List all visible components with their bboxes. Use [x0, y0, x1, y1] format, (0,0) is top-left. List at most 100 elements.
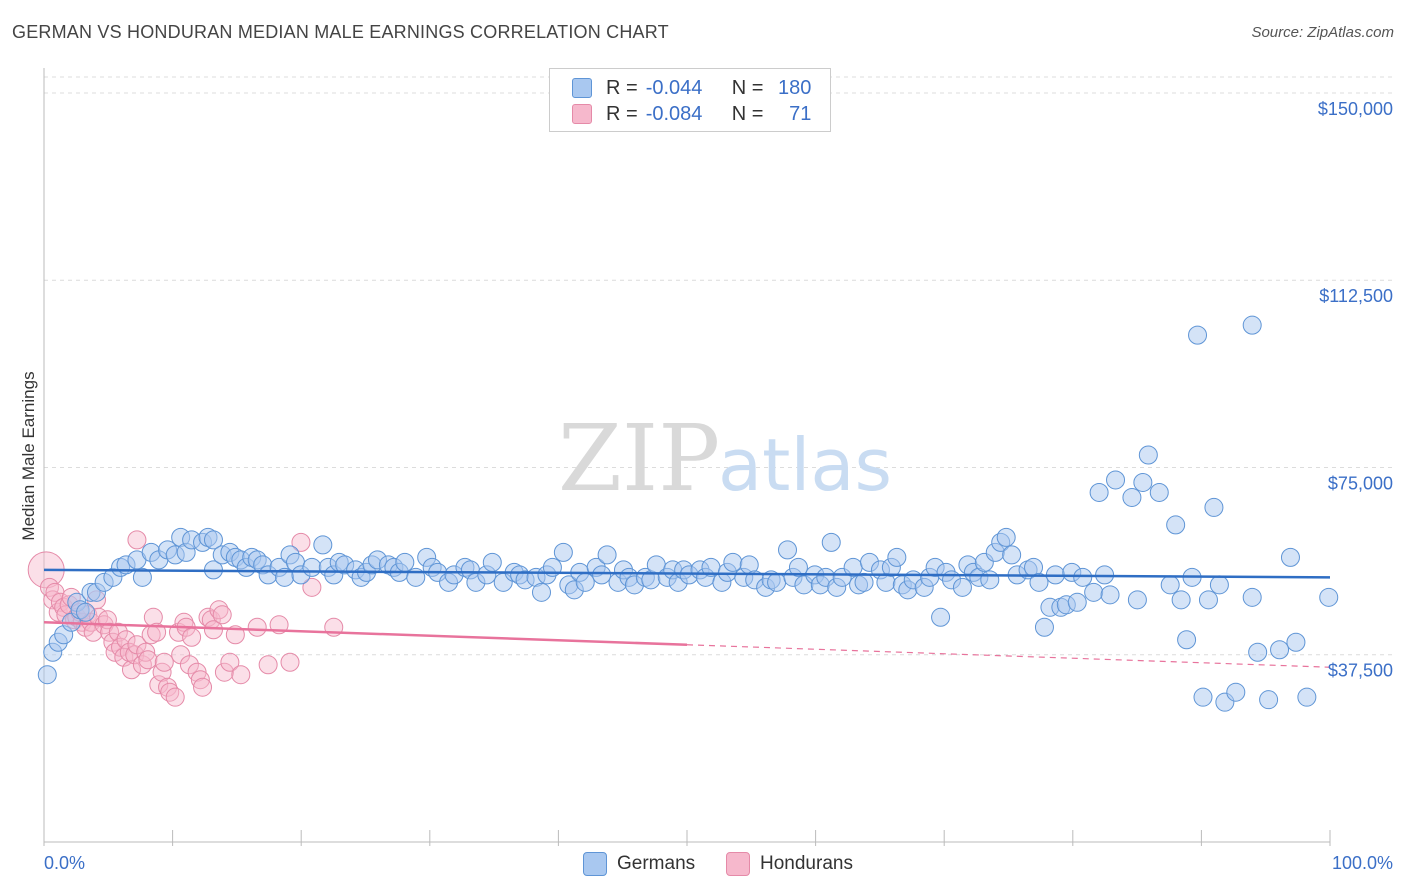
honduran-point — [160, 682, 180, 702]
german-point — [1280, 547, 1300, 567]
honduran-trend-line-dashed — [686, 644, 1331, 668]
honduran-point — [39, 577, 59, 597]
german-point — [1319, 587, 1339, 607]
german-point — [821, 532, 841, 552]
german-point — [723, 552, 743, 572]
german-point — [1193, 687, 1213, 707]
german-point — [575, 572, 595, 592]
honduran-point — [214, 662, 234, 682]
bottom-legend-hondurans: Hondurans — [726, 850, 853, 878]
german-point — [1067, 592, 1087, 612]
x-tick-label: 100.0% — [1332, 853, 1393, 873]
legend-german-swatch — [572, 78, 592, 98]
german-point — [203, 530, 223, 550]
bottom-legend-german-swatch — [583, 852, 607, 876]
german-point — [996, 527, 1016, 547]
honduran-point — [203, 620, 223, 640]
honduran-point — [212, 605, 232, 625]
german-point — [952, 577, 972, 597]
axis-layer — [43, 68, 1330, 843]
legend-n-label: N = — [731, 102, 764, 125]
honduran-point — [231, 665, 251, 685]
german-point — [1171, 590, 1191, 610]
german-point — [854, 572, 874, 592]
trend-layer — [43, 568, 1331, 668]
legend-n-value: 71 — [789, 102, 812, 125]
german-point — [597, 545, 617, 565]
german-point — [1100, 585, 1120, 605]
legend-row-hondurans: R = -0.084 N = 71 — [572, 101, 811, 127]
legend-r-value: -0.084 — [645, 102, 703, 125]
honduran-point — [179, 655, 199, 675]
german-trend-line — [43, 568, 1331, 579]
y-tick-label: $112,500 — [1319, 286, 1393, 306]
legend-r-label: R = — [606, 102, 638, 125]
legend-n-value: 180 — [778, 76, 812, 99]
german-point — [1297, 687, 1317, 707]
german-point — [1002, 545, 1022, 565]
german-point — [1259, 690, 1279, 710]
honduran-point — [105, 642, 125, 662]
legend-n-label: N = — [731, 76, 764, 99]
honduran-point — [302, 577, 322, 597]
y-axis-label: Median Male Earnings — [19, 371, 38, 540]
german-point — [1177, 630, 1197, 650]
honduran-point — [127, 530, 147, 550]
german-point — [1122, 487, 1142, 507]
german-point — [1242, 587, 1262, 607]
german-point — [37, 665, 57, 685]
honduran-point — [154, 652, 174, 672]
german-point — [778, 540, 798, 560]
y-tick-label: $37,500 — [1328, 661, 1393, 681]
y-tick-label: $75,000 — [1328, 473, 1393, 493]
german-point — [1073, 567, 1093, 587]
german-point — [1188, 325, 1208, 345]
honduran-point — [116, 630, 136, 650]
bottom-legend-germans: Germans — [583, 850, 695, 878]
honduran-point — [108, 622, 128, 642]
tick-labels: $37,500 $75,000 $112,500 $150,000 0.0% 100.0% — [44, 99, 1393, 873]
legend-row-germans: R = -0.044 N = 180 — [572, 75, 811, 101]
german-point — [313, 535, 333, 555]
german-points — [37, 315, 1339, 712]
legend-r-label: R = — [606, 76, 638, 99]
german-point — [1034, 617, 1054, 637]
bottom-legend-honduran-label: Hondurans — [760, 853, 853, 874]
german-point — [1209, 575, 1229, 595]
german-point — [531, 582, 551, 602]
honduran-point — [247, 617, 267, 637]
honduran-point — [182, 627, 202, 647]
german-point — [1226, 682, 1246, 702]
honduran-point — [165, 687, 185, 707]
honduran-trend-line — [43, 621, 688, 647]
german-point — [482, 552, 502, 572]
german-point — [1242, 315, 1262, 335]
german-point — [788, 557, 808, 577]
german-point — [1204, 497, 1224, 517]
legend-honduran-swatch — [572, 104, 592, 124]
german-point — [1089, 482, 1109, 502]
bottom-legend-honduran-swatch — [726, 852, 750, 876]
german-point — [1138, 445, 1158, 465]
honduran-point — [193, 677, 213, 697]
german-point — [1198, 590, 1218, 610]
german-point — [76, 602, 96, 622]
honduran-point — [147, 622, 167, 642]
source-label: Source: ZipAtlas.com — [1251, 24, 1394, 41]
german-point — [887, 547, 907, 567]
german-point — [1133, 472, 1153, 492]
german-point — [1029, 572, 1049, 592]
german-point — [767, 572, 787, 592]
german-point — [1149, 482, 1169, 502]
honduran-point — [220, 652, 240, 672]
german-point — [1160, 575, 1180, 595]
honduran-point — [136, 642, 156, 662]
honduran-point — [138, 650, 158, 670]
german-point — [980, 570, 1000, 590]
honduran-point — [258, 655, 278, 675]
german-point — [1127, 590, 1147, 610]
german-point — [132, 567, 152, 587]
german-point — [1106, 470, 1126, 490]
german-point — [395, 552, 415, 572]
